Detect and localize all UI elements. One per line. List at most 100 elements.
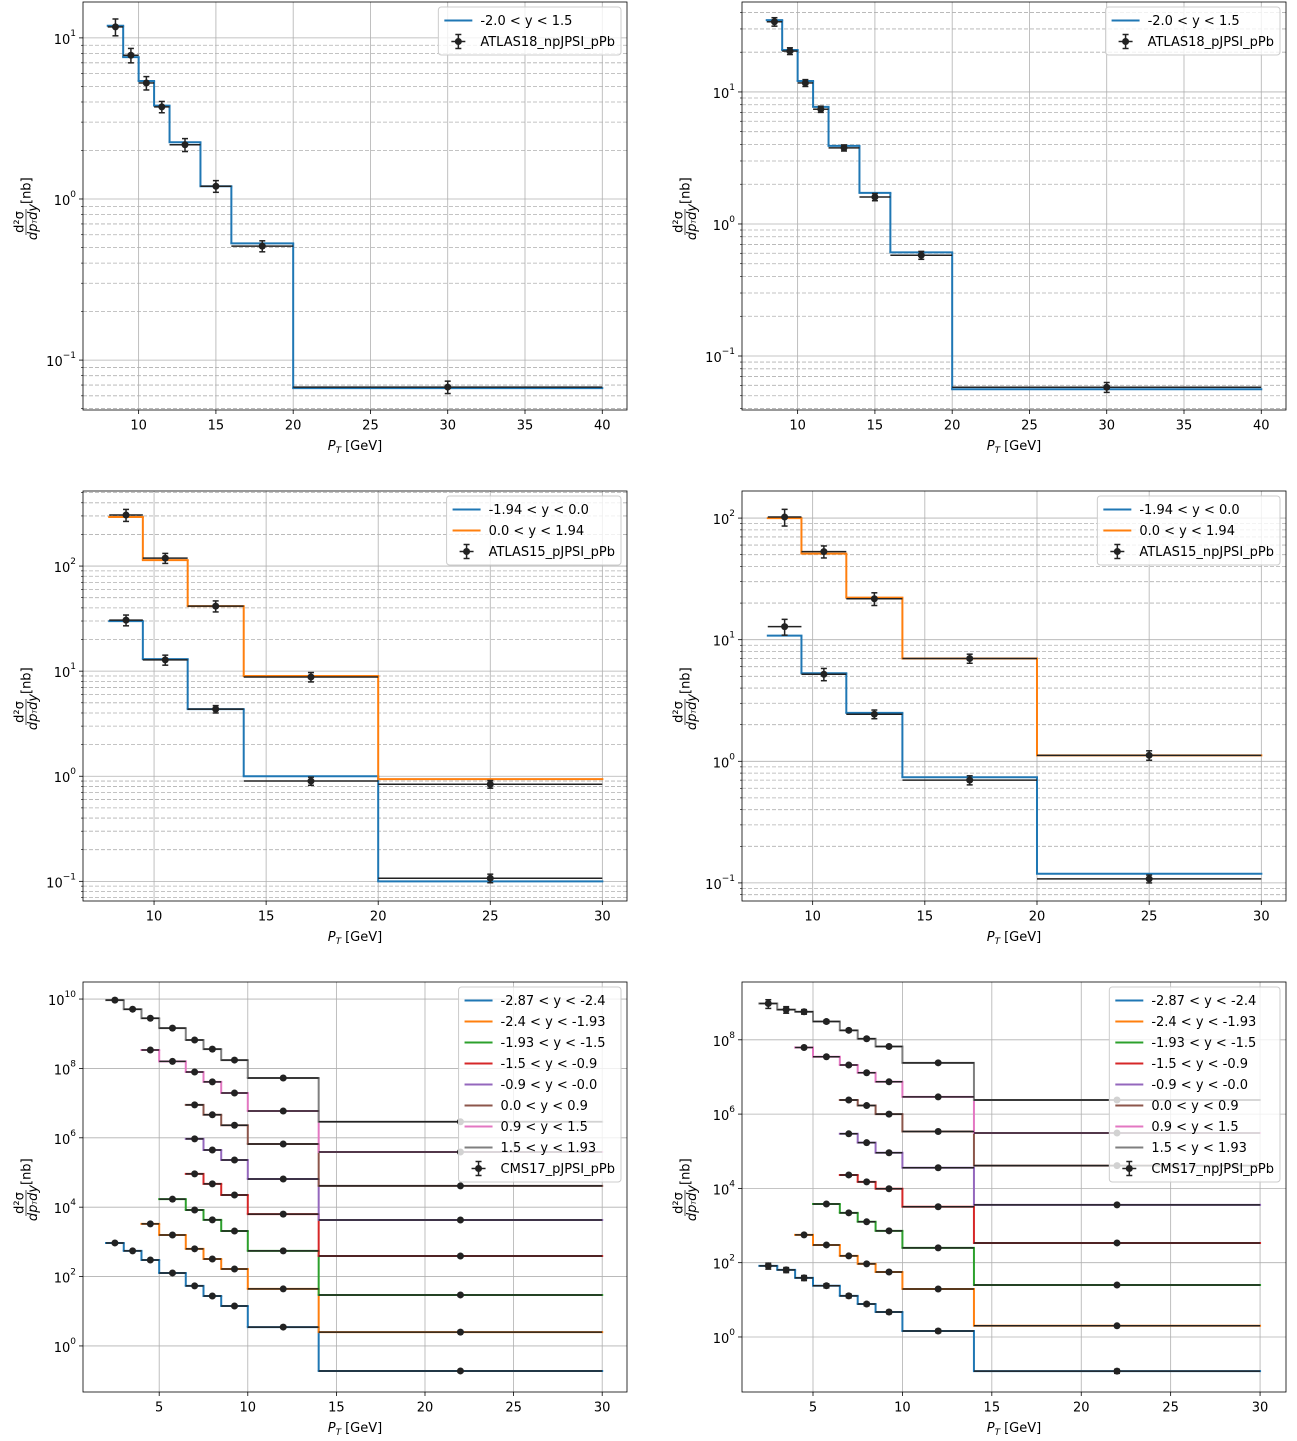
data-point: [208, 1255, 216, 1263]
x-tick-label: 30: [1098, 419, 1115, 434]
legend: -2.0 < y < 1.5 ATLAS18_npJPSI_pPb: [437, 6, 622, 56]
y-tick-base: 10: [713, 86, 730, 101]
data-point: [1145, 875, 1153, 883]
legend-label: 0.0 < y < 0.9: [501, 1099, 588, 1114]
legend-frame: [1096, 495, 1281, 566]
y-tick-exponent: 2: [729, 1253, 735, 1263]
data-point: [1113, 1322, 1121, 1330]
y-label-den-sub: T: [32, 219, 39, 224]
data-point: [191, 1036, 199, 1044]
y-tick-label: 100: [713, 214, 736, 233]
x-tick-label: 15: [328, 1401, 345, 1416]
y-tick-exponent: 6: [70, 1128, 76, 1138]
legend-label: ATLAS15_pJPSI_pPb: [489, 545, 615, 560]
y-tick-base: 10: [54, 1340, 71, 1355]
y-tick-base: 10: [54, 561, 71, 576]
y-label-denominator: dpTdy: [685, 694, 700, 730]
data-point: [934, 1059, 942, 1067]
data-point: [885, 1227, 893, 1235]
x-tick-label: 10: [894, 1401, 911, 1416]
legend-label: -2.87 < y < -2.4: [1151, 994, 1256, 1009]
data-point: [444, 383, 452, 391]
data-point: [486, 780, 494, 788]
data-point: [279, 1107, 287, 1115]
data-point: [786, 47, 794, 55]
y-tick-base: 10: [713, 1257, 730, 1272]
data-point: [456, 1328, 464, 1336]
y-tick-label: 10−1: [705, 347, 735, 366]
data-point: [129, 1247, 137, 1255]
y-label-den-sub: T: [691, 709, 698, 714]
data-point: [279, 1247, 287, 1255]
y-label-den-sub: T: [691, 1200, 698, 1205]
y-label-den-a: dp: [685, 224, 700, 241]
y-tick-base: 10: [713, 513, 730, 528]
data-point: [146, 1256, 154, 1264]
data-point: [845, 1096, 853, 1104]
y-label-numerator: d²σ: [13, 701, 28, 723]
data-point: [966, 776, 974, 784]
data-point: [782, 1006, 790, 1014]
y-tick-label: 108: [54, 1059, 77, 1078]
data-point: [1113, 1239, 1121, 1247]
data-point: [161, 656, 169, 664]
data-point: [820, 670, 828, 678]
x-tick-label: 25: [1162, 1401, 1179, 1416]
legend-swatch: [1113, 548, 1121, 555]
x-label-subscript: T: [336, 446, 343, 456]
x-tick-label: 25: [1021, 419, 1038, 434]
x-tick-label: 35: [517, 419, 534, 434]
legend: -1.94 < y < 0.0 0.0 < y < 1.94 ATLAS15_pJP…: [446, 495, 622, 566]
data-point: [231, 1056, 239, 1064]
y-label-unit: [nb]: [679, 1158, 694, 1185]
y-tick-base: 10: [54, 32, 71, 47]
data-point: [122, 511, 130, 519]
y-label-numerator: d²σ: [13, 1192, 28, 1214]
data-point: [168, 1269, 176, 1277]
legend-frame: [446, 495, 622, 566]
legend-label: -2.87 < y < -2.4: [501, 994, 606, 1009]
x-tick-label: 20: [1029, 910, 1046, 925]
x-label-subscript: T: [995, 937, 1002, 947]
data-point: [307, 673, 315, 681]
legend-frame: [1105, 6, 1281, 56]
y-tick-label: 100: [713, 752, 736, 771]
axes-frame: [741, 981, 1287, 1393]
y-label-denominator: dpTdy: [685, 1185, 700, 1221]
y-tick-exponent: −1: [63, 351, 76, 361]
data-point: [781, 623, 789, 631]
data-point: [885, 1149, 893, 1157]
x-tick-label: 30: [594, 910, 611, 925]
axes-frame: [82, 490, 628, 902]
data-point: [212, 602, 220, 610]
x-tick-label: 35: [1176, 419, 1193, 434]
data-point: [129, 1005, 137, 1013]
x-tick-label: 20: [1073, 1401, 1090, 1416]
y-tick-label: 101: [713, 82, 735, 101]
y-tick-label: 100: [54, 767, 77, 786]
y-tick-exponent: 4: [729, 1179, 735, 1189]
y-tick-exponent: 0: [729, 214, 735, 224]
x-tick-label: 15: [867, 419, 884, 434]
data-point: [208, 1111, 216, 1119]
x-label-subscript: T: [995, 446, 1002, 456]
x-tick-label: 25: [505, 1401, 522, 1416]
y-tick-base: 10: [713, 1331, 730, 1346]
legend-label: -1.93 < y < -1.5: [1151, 1036, 1256, 1051]
x-axis-label: PT [GeV]: [328, 1421, 382, 1438]
x-label-unit: [GeV]: [1004, 1421, 1041, 1436]
data-point: [231, 1191, 239, 1199]
data-point: [161, 554, 169, 562]
axes-frame: [82, 1, 628, 411]
y-label-unit: [nb]: [20, 667, 35, 694]
data-point: [800, 1044, 808, 1052]
data-point: [917, 251, 925, 259]
legend-label: ATLAS18_pJPSI_pPb: [1148, 35, 1274, 50]
legend-label: -1.5 < y < -0.9: [501, 1057, 598, 1072]
legend-label: -2.4 < y < -1.93: [501, 1015, 606, 1030]
x-label-unit: [GeV]: [345, 930, 382, 945]
data-point: [845, 1171, 853, 1179]
legend: -2.87 < y < -2.4 -2.4 < y < -1.93 -1.93 < …: [458, 986, 622, 1183]
